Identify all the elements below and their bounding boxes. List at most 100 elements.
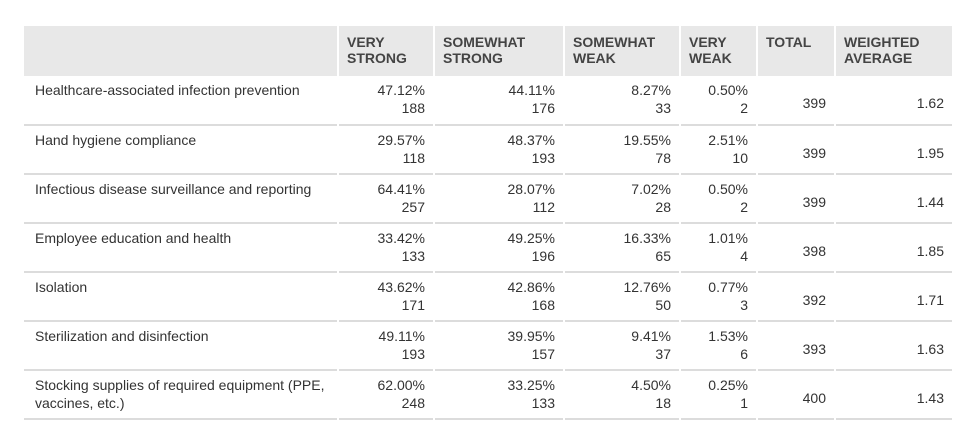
header-row: VERY STRONG SOMEWHAT STRONG SOMEWHAT WEA… [24, 26, 952, 76]
row-label: Sterilization and disinfection [24, 321, 339, 370]
cell-weighted-average: 1.62 [916, 95, 944, 111]
cell-count: 112 [532, 199, 555, 215]
cell-percent: 28.07% [507, 181, 555, 197]
header-somewhat-strong: SOMEWHAT STRONG [434, 26, 565, 76]
cell-total: 400 [757, 370, 836, 419]
table-row: Isolation 43.62% 171 42.86% 168 12.76% 50 0.77%… [24, 272, 952, 321]
cell-somewhat-weak: 12.76% 50 [564, 272, 681, 321]
cell-weighted-average: 1.85 [916, 243, 944, 259]
cell-total: 399 [757, 174, 836, 223]
cell-count: 248 [401, 395, 425, 411]
cell-percent: 48.37% [507, 132, 555, 148]
table-row: Sterilization and disinfection 49.11% 193 3… [24, 321, 952, 370]
cell-somewhat-weak: 4.50% 18 [564, 370, 681, 419]
cell-count: 157 [531, 346, 555, 362]
cell-percent: 29.57% [377, 132, 425, 148]
cell-percent: 19.55% [623, 132, 671, 148]
cell-count: 196 [531, 248, 555, 264]
cell-weighted-average: 1.43 [916, 390, 944, 406]
cell-count: 28 [655, 199, 671, 215]
cell-total: 393 [757, 321, 836, 370]
cell-count: 118 [402, 150, 425, 166]
cell-percent: 4.50% [631, 377, 671, 393]
header-blank [24, 26, 339, 76]
header-weighted-average: WEIGHTED AVERAGE [844, 34, 920, 66]
cell-weighted-average: 1.71 [916, 292, 944, 308]
cell-percent: 44.11% [508, 82, 555, 98]
cell-very-strong: 49.11% 193 [338, 321, 435, 370]
cell-somewhat-strong: 44.11% 176 [434, 76, 565, 125]
cell-count: 188 [401, 100, 425, 116]
cell-percent: 49.25% [507, 230, 555, 246]
header-somewhat-weak: SOMEWHAT WEAK [564, 26, 681, 76]
cell-weighted-average: 1.95 [916, 145, 944, 161]
cell-count: 4 [740, 248, 748, 264]
header-very-strong: VERY STRONG [338, 26, 435, 76]
cell-percent: 43.62% [377, 279, 425, 295]
cell-percent: 42.86% [507, 279, 555, 295]
cell-count: 6 [740, 346, 748, 362]
cell-percent: 7.02% [631, 181, 671, 197]
cell-count: 193 [401, 346, 425, 362]
cell-percent: 62.00% [377, 377, 425, 393]
row-label: Healthcare-associated infection preventi… [24, 76, 339, 125]
cell-very-weak: 1.53% 6 [680, 321, 758, 370]
cell-somewhat-weak: 7.02% 28 [564, 174, 681, 223]
cell-somewhat-strong: 28.07% 112 [434, 174, 565, 223]
cell-count: 257 [401, 199, 425, 215]
results-table-container: VERY STRONG SOMEWHAT STRONG SOMEWHAT WEA… [24, 26, 952, 420]
cell-total: 399 [757, 125, 836, 174]
cell-total: 399 [757, 76, 836, 125]
cell-very-weak: 1.01% 4 [680, 223, 758, 272]
cell-percent: 9.41% [631, 328, 671, 344]
cell-percent: 1.01% [708, 230, 748, 246]
row-label: Isolation [24, 272, 339, 321]
table-row: Healthcare-associated infection preventi… [24, 76, 952, 125]
cell-percent: 39.95% [507, 328, 555, 344]
results-table: VERY STRONG SOMEWHAT STRONG SOMEWHAT WEA… [24, 26, 952, 420]
cell-percent: 33.42% [377, 230, 425, 246]
cell-very-strong: 64.41% 257 [338, 174, 435, 223]
cell-percent: 8.27% [631, 82, 671, 98]
header-very-weak: VERY WEAK [680, 26, 758, 76]
cell-very-strong: 33.42% 133 [338, 223, 435, 272]
table-row: Infectious disease surveillance and repo… [24, 174, 952, 223]
row-label: Infectious disease surveillance and repo… [24, 174, 339, 223]
cell-somewhat-weak: 19.55% 78 [564, 125, 681, 174]
cell-count: 18 [655, 395, 671, 411]
cell-count: 3 [740, 297, 748, 313]
cell-somewhat-weak: 16.33% 65 [564, 223, 681, 272]
cell-percent: 0.50% [708, 82, 748, 98]
cell-very-weak: 2.51% 10 [680, 125, 758, 174]
cell-count: 10 [732, 150, 748, 166]
cell-percent: 12.76% [623, 279, 671, 295]
cell-very-strong: 29.57% 118 [338, 125, 435, 174]
cell-somewhat-weak: 9.41% 37 [564, 321, 681, 370]
row-label: Employee education and health [24, 223, 339, 272]
cell-weighted-average: 1.44 [916, 194, 944, 210]
cell-very-weak: 0.50% 2 [680, 174, 758, 223]
cell-percent: 47.12% [377, 82, 425, 98]
cell-very-weak: 0.50% 2 [680, 76, 758, 125]
cell-percent: 33.25% [507, 377, 555, 393]
cell-count: 78 [655, 150, 671, 166]
cell-count: 50 [655, 297, 671, 313]
table-row: Employee education and health 33.42% 133 49… [24, 223, 952, 272]
cell-count: 2 [740, 199, 748, 215]
cell-percent: 16.33% [623, 230, 671, 246]
cell-somewhat-strong: 48.37% 193 [434, 125, 565, 174]
cell-somewhat-weak: 8.27% 33 [564, 76, 681, 125]
cell-very-strong: 43.62% 171 [338, 272, 435, 321]
cell-very-weak: 0.25% 1 [680, 370, 758, 419]
cell-count: 37 [655, 346, 671, 362]
cell-percent: 0.25% [708, 377, 748, 393]
cell-percent: 0.77% [708, 279, 748, 295]
cell-very-weak: 0.77% 3 [680, 272, 758, 321]
cell-count: 33 [655, 100, 671, 116]
cell-count: 65 [655, 248, 671, 264]
cell-percent: 0.50% [708, 181, 748, 197]
table-row: Hand hygiene compliance 29.57% 118 48.37% 19… [24, 125, 952, 174]
cell-percent: 49.11% [378, 328, 425, 344]
cell-count: 171 [401, 297, 425, 313]
cell-count: 1 [740, 395, 748, 411]
